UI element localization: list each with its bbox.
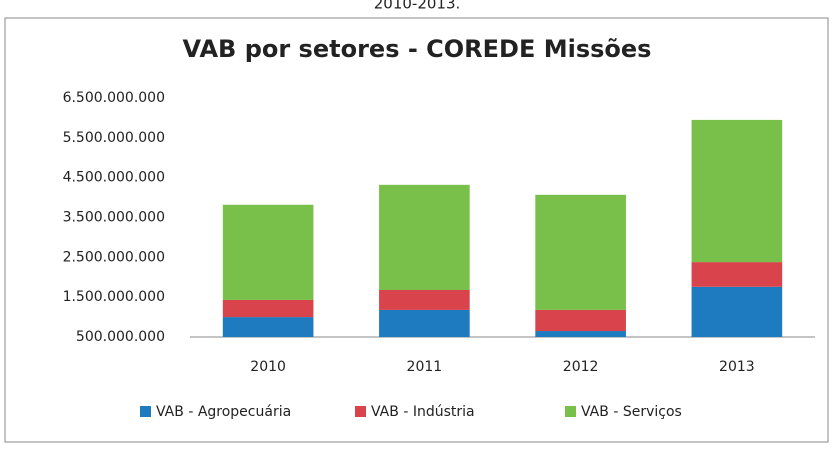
- y-tick-label: 3.500.000.000: [63, 210, 165, 226]
- bar-segment: [535, 194, 626, 310]
- x-tick-label: 2011: [407, 359, 443, 375]
- legend-label: VAB - Serviços: [581, 404, 682, 420]
- bar-segment: [379, 309, 470, 337]
- legend-label: VAB - Agropecuária: [156, 404, 291, 420]
- x-tick-label: 2013: [719, 359, 755, 375]
- bar-segment: [379, 289, 470, 310]
- bar-segment: [535, 309, 626, 332]
- y-tick-label: 2.500.000.000: [63, 249, 165, 265]
- bar-segment: [222, 317, 314, 337]
- x-tick-label: 2012: [563, 359, 599, 375]
- legend-swatch: [140, 406, 151, 417]
- y-tick-label: 1.500.000.000: [63, 289, 165, 305]
- bar-segment: [691, 262, 783, 287]
- y-tick-label: 6.500.000.000: [63, 90, 165, 106]
- bar-segment: [691, 286, 783, 337]
- bar-segment: [535, 331, 626, 337]
- x-tick-label: 2010: [250, 359, 286, 375]
- chart-title: VAB por setores - COREDE Missões: [183, 35, 652, 63]
- bar-segment: [222, 204, 314, 300]
- legend-label: VAB - Indústria: [371, 404, 475, 420]
- legend-swatch: [355, 406, 366, 417]
- bar-segment: [222, 299, 314, 318]
- caption: 2010-2013.: [374, 0, 461, 13]
- y-tick-label: 500.000.000: [76, 329, 165, 345]
- bar-segment: [379, 184, 470, 290]
- y-tick-label: 5.500.000.000: [63, 130, 165, 146]
- legend-swatch: [565, 406, 576, 417]
- y-tick-label: 4.500.000.000: [63, 170, 165, 186]
- bar-segment: [691, 119, 783, 263]
